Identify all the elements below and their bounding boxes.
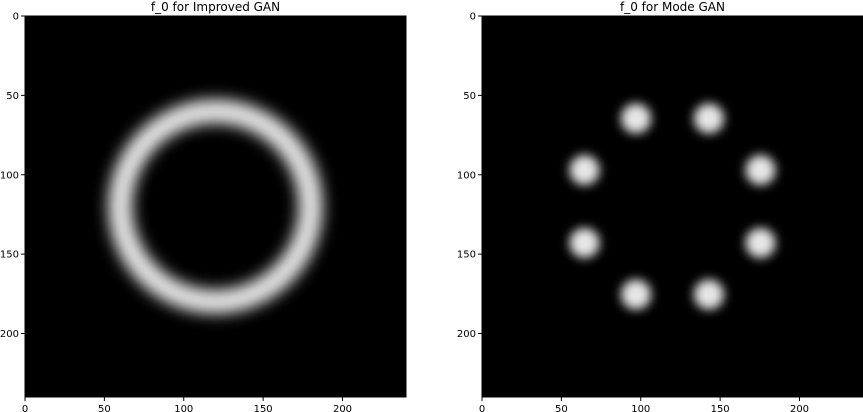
density-mode-5 [621,103,652,134]
y-tick-label: 0 [470,12,476,23]
y-tick-label: 150 [0,250,19,261]
x-tick-label: 150 [254,404,273,412]
x-tick-label: 50 [555,404,568,412]
y-tick-label: 50 [463,91,476,102]
heatmap-image [109,100,322,313]
density-mode-6 [693,103,724,134]
y-tick-label: 200 [0,329,19,340]
y-tick-label: 100 [0,170,19,181]
x-tick-label: 200 [790,404,809,412]
x-tick-label: 0 [22,404,28,412]
chart-title: f_0 for Mode GAN [620,0,725,14]
heatmap-panel-1: f_0 for Mode GAN 0 50 100 150 200 0 50 100 150 200 [457,0,863,412]
x-tick-label: 150 [711,404,730,412]
x-tick-label: 0 [479,404,485,412]
chart-title: f_0 for Improved GAN [151,0,280,14]
density-mode-3 [569,227,600,258]
axes-frame [24,15,407,398]
density-mode-2 [621,279,652,310]
density-mode-1 [693,279,724,310]
x-tick-label: 50 [98,404,111,412]
heatmap-background [25,16,406,397]
x-tick-label: 200 [333,404,352,412]
heatmap-image [569,103,776,310]
x-tick-label: 100 [631,404,650,412]
density-mode-0 [745,227,776,258]
heatmap-background [482,16,863,397]
y-tick-label: 100 [457,170,476,181]
density-ring-core [115,106,316,307]
y-tick-label: 200 [457,329,476,340]
x-tick-label: 100 [174,404,193,412]
density-mode-4 [569,155,600,186]
y-tick-label: 150 [457,250,476,261]
y-tick-label: 0 [13,12,19,23]
axes-frame [481,15,863,398]
y-tick-label: 50 [6,91,19,102]
heatmap-panel-0: f_0 for Improved GAN 0 50 100 150 200 0 50 100 15… [0,0,407,412]
density-mode-7 [745,155,776,186]
